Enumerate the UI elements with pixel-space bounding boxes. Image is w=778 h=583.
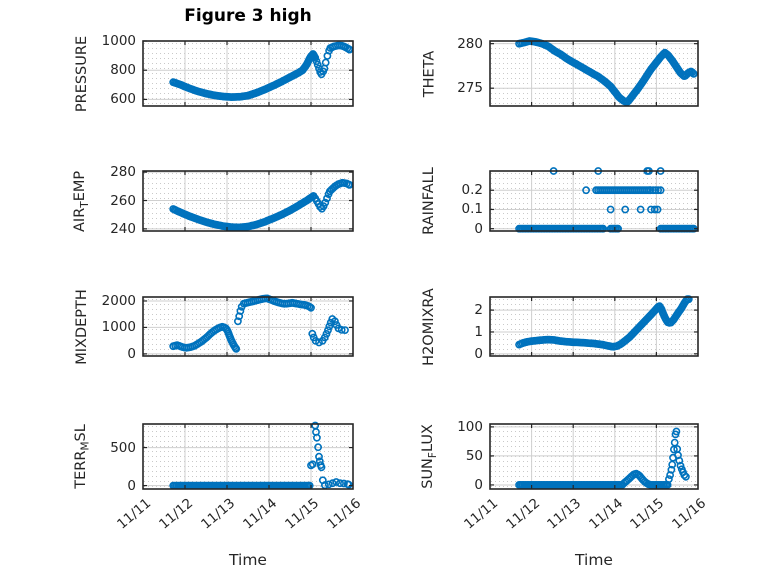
subplot-TERR_MSL-plot [142,421,354,490]
axes-frame [142,423,354,490]
ytick-label-TERR_MSL: 0 [127,477,136,494]
xtick-label: 11/11 [114,495,155,533]
xtick-label: 11/15 [282,495,323,533]
xtick-label: 11/13 [544,495,585,533]
ytick-label-AIR_TEMP: 280 [110,164,136,181]
ytick-label-MIXDEPTH: 1000 [101,319,136,336]
ytick-label-TERR_MSL: 500 [110,439,136,456]
ylabel-TERR_MSL: TERRMSL [72,424,92,489]
ylabel-MIXDEPTH: MIXDEPTH [74,288,90,365]
ytick-label-MIXDEPTH: 2000 [101,292,136,309]
data-markers [515,427,690,489]
subplot-AIR_TEMP-plot [142,170,354,232]
xtick-label: 11/11 [461,495,502,533]
tick-marks [490,424,698,489]
axes-frame [489,296,699,357]
xtick-label: 11/14 [240,495,281,533]
xtick-label: 11/14 [585,495,626,533]
data-markers [169,41,354,101]
axes-frame [142,296,354,357]
axes-frame [489,170,699,232]
minor-grid [491,425,697,488]
data-markers [169,294,349,353]
tick-marks [143,171,353,231]
major-grid [143,297,353,356]
ytick-label-PRESSURE: 600 [110,91,136,108]
x-axis-label-left: Time [229,551,267,569]
tick-marks [490,297,698,356]
ytick-label-SUN_FLUX: 0 [474,476,483,493]
ylabel-THETA: THETA [421,50,438,97]
subplot-PRESSURE-plot [142,40,354,107]
figure-title: Figure 3 high [184,6,312,26]
minor-grid [491,172,697,230]
data-markers [515,167,698,233]
data-markers [515,295,693,351]
subplot-MIXDEPTH-plot [142,294,354,357]
ytick-label-RAINFALL: 0 [474,220,483,237]
xtick-label: 11/12 [156,495,197,533]
ytick-label-AIR_TEMP: 260 [110,192,136,209]
ytick-label-H2OMIXRA: 0 [474,345,483,362]
ytick-label-H2OMIXRA: 2 [474,302,483,319]
axes-frame [142,40,354,107]
tick-marks [490,41,698,106]
xtick-label: 11/13 [198,495,239,533]
xtick-label: 11/16 [669,495,710,533]
ytick-label-AIR_TEMP: 240 [110,220,136,237]
ylabel-H2OMIXRA: H2OMIXRA [421,287,438,366]
subplot-THETA-plot [489,37,699,107]
subplot-H2OMIXRA-plot [489,295,699,357]
ytick-label-SUN_FLUX: 100 [457,418,483,435]
ytick-label-PRESSURE: 1000 [101,33,136,49]
ytick-label-MIXDEPTH: 0 [127,345,136,362]
tick-marks [490,171,698,231]
xtick-label: 11/16 [324,495,365,533]
subplot-SUN_FLUX-plot [489,423,699,490]
data-markers [169,178,354,232]
ytick-label-THETA: 275 [457,80,483,97]
ylabel-AIR_TEMP: AIRTEMP [72,170,92,232]
ylabel-SUN_FLUX: SUNFLUX [419,424,439,489]
xtick-label: 11/12 [502,495,543,533]
ytick-label-THETA: 280 [457,35,483,52]
tick-marks [143,297,353,356]
ylabel-RAINFALL: RAINFALL [421,167,437,235]
xtick-label: 11/15 [627,495,668,533]
subplot-RAINFALL-plot [489,167,699,233]
tick-marks [143,424,353,489]
x-axis-label-right: Time [575,551,613,569]
ytick-label-PRESSURE: 800 [110,62,136,79]
ytick-label-H2OMIXRA: 1 [474,323,483,340]
ytick-label-RAINFALL: 0.2 [461,182,483,199]
ytick-label-RAINFALL: 0.1 [461,201,483,218]
axes-frame [489,40,699,107]
tick-marks [143,40,353,106]
ytick-label-SUN_FLUX: 50 [465,447,483,464]
ylabel-PRESSURE: PRESSURE [74,35,90,112]
